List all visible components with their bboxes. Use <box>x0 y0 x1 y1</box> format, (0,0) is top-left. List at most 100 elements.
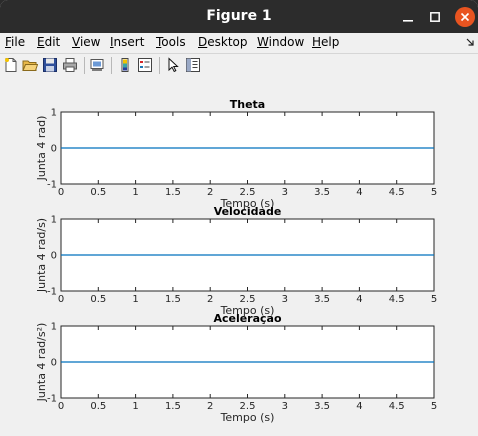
toolbar-separator <box>84 57 85 74</box>
x-tick-label: 0 <box>58 401 64 412</box>
menu-tools[interactable]: Tools <box>156 35 186 49</box>
menu-bar: File Edit View Insert Tools Desktop Wind… <box>0 33 478 51</box>
menu-tools-mnemonic: T <box>156 35 162 49</box>
menu-view-mnemonic: V <box>72 35 80 49</box>
x-tick-label: 1 <box>132 187 138 198</box>
x-tick-label: 4 <box>356 294 362 305</box>
title-bar[interactable]: Figure 1 <box>0 0 478 33</box>
close-button[interactable] <box>455 7 475 27</box>
x-tick-label: 3.5 <box>314 294 330 305</box>
menu-desktop[interactable]: Desktop <box>198 35 248 49</box>
print-icon[interactable] <box>62 57 78 73</box>
y-tick-label: -1 <box>47 287 57 298</box>
menu-file-mnemonic: F <box>5 35 12 49</box>
menu-view-label: iew <box>79 35 101 49</box>
property-inspector-icon[interactable] <box>185 57 201 73</box>
x-tick-label: 0 <box>58 294 64 305</box>
open-file-icon[interactable] <box>22 57 38 73</box>
x-tick-label: 2 <box>207 401 213 412</box>
y-tick-label: 0 <box>51 251 57 262</box>
menu-desktop-label: esktop <box>207 35 248 49</box>
axes-title: Aceleraçao <box>213 312 282 325</box>
x-tick-label: 0.5 <box>90 401 106 412</box>
maximize-button[interactable] <box>425 7 445 27</box>
minimize-button[interactable] <box>398 7 418 27</box>
x-tick-label: 4.5 <box>389 401 405 412</box>
figure-toolbar <box>0 53 478 78</box>
y-tick-label: -1 <box>47 180 57 191</box>
x-tick-label: 3 <box>282 187 288 198</box>
dock-arrow-icon[interactable] <box>466 38 474 46</box>
toolbar-separator <box>111 57 112 74</box>
menu-file[interactable]: File <box>5 35 25 49</box>
x-tick-label: 2.5 <box>240 187 256 198</box>
y-axis-label: Junta 4 rad) <box>35 116 48 182</box>
legend-icon[interactable] <box>137 57 153 73</box>
x-tick-label: 0.5 <box>90 187 106 198</box>
x-axis-label: Tempo (s) <box>220 411 275 424</box>
link-plot-icon[interactable] <box>89 57 105 73</box>
y-tick-label: 0 <box>51 358 57 369</box>
menu-window-mnemonic: W <box>257 35 269 49</box>
x-tick-label: 3 <box>282 401 288 412</box>
x-tick-label: 4 <box>356 187 362 198</box>
window-title: Figure 1 <box>206 8 272 24</box>
x-tick-label: 2 <box>207 187 213 198</box>
menu-view[interactable]: View <box>72 35 100 49</box>
menu-desktop-mnemonic: D <box>198 35 208 49</box>
save-icon[interactable] <box>42 57 58 73</box>
x-tick-label: 0.5 <box>90 294 106 305</box>
menu-window-label: indow <box>268 35 305 49</box>
menu-window[interactable]: Window <box>257 35 304 49</box>
menu-edit-label: dit <box>44 35 61 49</box>
x-tick-label: 3 <box>282 294 288 305</box>
minimize-icon <box>403 20 413 22</box>
x-tick-label: 5 <box>431 401 437 412</box>
menu-insert-mnemonic: I <box>110 35 114 49</box>
x-tick-label: 1.5 <box>165 187 181 198</box>
toolbar-separator <box>159 57 160 74</box>
y-tick-label: 1 <box>51 108 57 119</box>
menu-file-label: ile <box>11 35 26 49</box>
menu-help-label: elp <box>321 35 340 49</box>
menu-insert-label: nsert <box>113 35 145 49</box>
x-tick-label: 4.5 <box>389 187 405 198</box>
x-tick-label: 5 <box>431 294 437 305</box>
x-tick-label: 3.5 <box>314 401 330 412</box>
x-tick-label: 0 <box>58 187 64 198</box>
axes-title: Theta <box>230 98 265 111</box>
x-tick-label: 1.5 <box>165 294 181 305</box>
menu-edit-mnemonic: E <box>37 35 45 49</box>
close-icon <box>460 12 470 22</box>
x-axis-label: Tempo (s) <box>220 197 275 210</box>
y-axis-label: Junta 4 rad/s) <box>35 218 48 293</box>
x-tick-label: 1 <box>132 401 138 412</box>
x-tick-label: 1 <box>132 294 138 305</box>
x-tick-label: 2 <box>207 294 213 305</box>
x-tick-label: 3.5 <box>314 187 330 198</box>
y-tick-label: 1 <box>51 215 57 226</box>
x-tick-label: 4.5 <box>389 294 405 305</box>
maximize-icon <box>430 12 440 22</box>
menu-insert[interactable]: Insert <box>110 35 144 49</box>
y-tick-label: -1 <box>47 394 57 405</box>
edit-plot-pointer-icon[interactable] <box>165 57 181 73</box>
new-figure-icon[interactable] <box>3 57 19 73</box>
x-tick-label: 2.5 <box>240 294 256 305</box>
menu-tools-label: ools <box>161 35 186 49</box>
x-tick-label: 4 <box>356 401 362 412</box>
colorbar-icon[interactable] <box>117 57 133 73</box>
x-axis-label: Tempo (s) <box>220 304 275 317</box>
figure-canvas[interactable]: Theta 0 0.5 1 1.5 2 2.5 3 3.5 4 4.5 5 -1 0 1 Tempo (s) J… <box>0 77 478 436</box>
x-tick-label: 5 <box>431 187 437 198</box>
y-tick-label: 0 <box>51 144 57 155</box>
menu-help[interactable]: Help <box>312 35 339 49</box>
menu-edit[interactable]: Edit <box>37 35 60 49</box>
y-tick-label: 1 <box>51 322 57 333</box>
x-tick-label: 1.5 <box>165 401 181 412</box>
